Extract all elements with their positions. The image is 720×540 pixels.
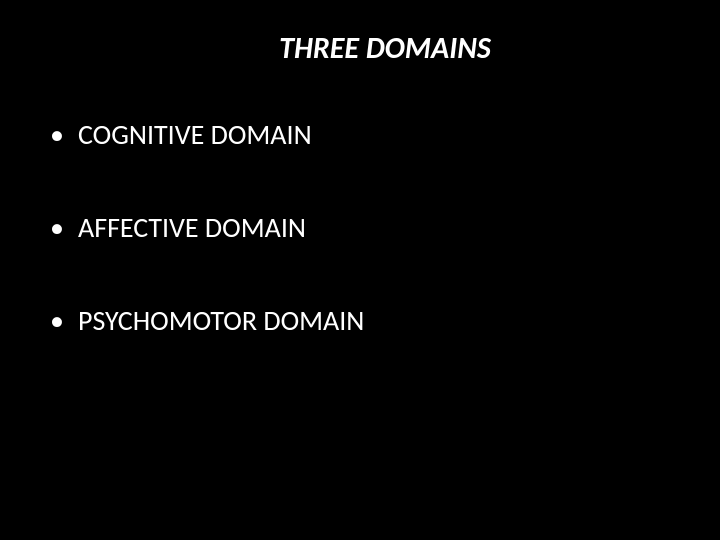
bullet-text: AFFECTIVE DOMAIN <box>78 210 306 245</box>
list-item: PSYCHOMOTOR DOMAIN <box>50 303 680 338</box>
slide-title: THREE DOMAINS <box>90 30 680 67</box>
bullet-list: COGNITIVE DOMAIN AFFECTIVE DOMAIN PSYCHO… <box>40 117 680 338</box>
list-item: AFFECTIVE DOMAIN <box>50 210 680 245</box>
bullet-text: PSYCHOMOTOR DOMAIN <box>78 303 364 338</box>
bullet-text: COGNITIVE DOMAIN <box>78 117 312 152</box>
list-item: COGNITIVE DOMAIN <box>50 117 680 152</box>
slide-container: THREE DOMAINS COGNITIVE DOMAIN AFFECTIVE… <box>0 0 720 540</box>
